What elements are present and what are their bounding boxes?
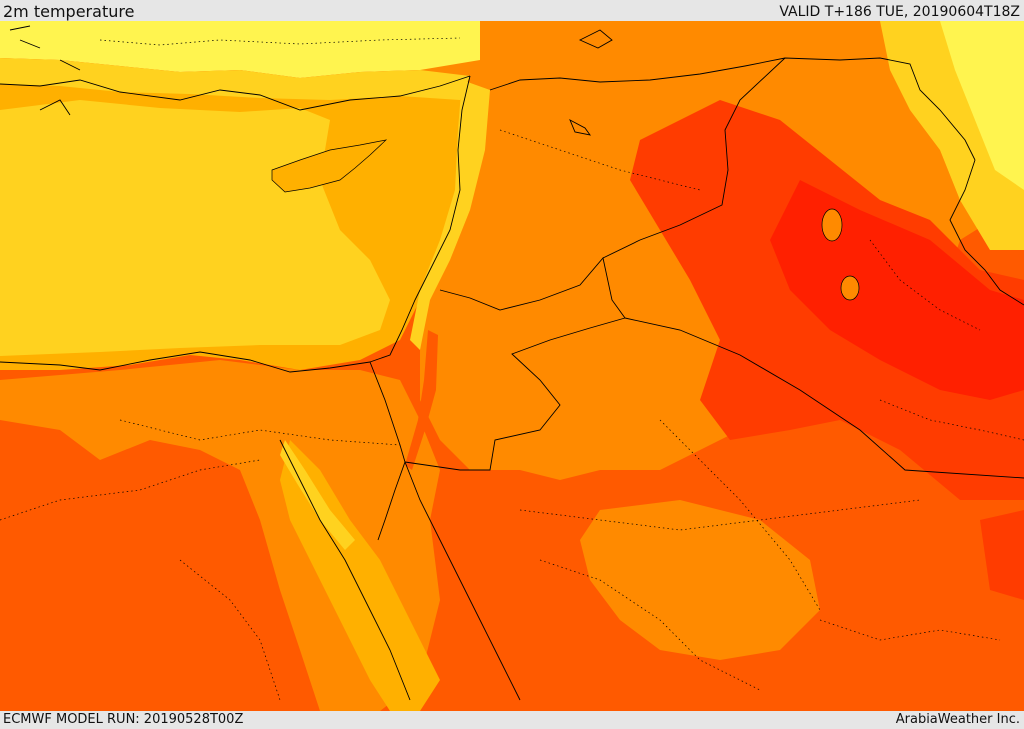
syria-iraq-border [602,57,786,259]
red-sea-west-coast [279,439,411,701]
red-sea-east-coast [404,461,521,701]
turkey-orange [0,58,470,100]
orange-zone-arabia [580,500,820,660]
lake-assad [569,119,592,136]
orange-zone-egypt [0,360,440,711]
turkey-south-coast [0,75,471,111]
temperature-map[interactable] [0,21,1024,711]
saudi-iraq-border [624,317,1024,479]
admin-line-10 [869,239,981,331]
levant-coastline [369,75,471,363]
admin-line-3 [119,419,401,446]
aegean-islands [9,25,81,116]
map-title: 2m temperature [3,2,135,21]
cyprus-island [271,139,388,193]
valid-time: VALID T+186 TUE, 20190604T18Z [779,4,1020,20]
admin-line-9 [179,559,281,701]
lake-tharthar [821,208,843,242]
admin-line-8 [819,619,1001,641]
admin-line-6 [539,559,761,691]
admin-boundaries [0,37,1024,701]
gulf-of-suez [280,440,355,550]
admin-line-7 [659,419,821,611]
persian-gulf [980,510,1024,600]
turkey-yellow [0,21,480,78]
jordan-valley [405,330,438,470]
admin-line-1 [499,129,701,191]
iran-pale [940,21,1024,190]
map-footer: ECMWF MODEL RUN: 20190528T00Z ArabiaWeat… [0,711,1024,729]
lake-van [578,29,613,49]
jordan-border-north [439,257,626,319]
sinai-coast [0,351,371,373]
lake-habbaniyah [840,275,860,301]
admin-line-2 [99,37,461,46]
country-borders [0,25,1024,701]
levant-coast [410,80,490,350]
admin-line-11 [879,399,1024,441]
credit-label: ArabiaWeather Inc. [895,712,1020,727]
iraq-iran-border [949,159,1024,306]
map-header: 2m temperature VALID T+186 TUE, 20190604… [0,0,1024,21]
jordan-saudi-border [404,317,626,471]
model-run-label: ECMWF MODEL RUN: 20190528T00Z [3,712,244,727]
